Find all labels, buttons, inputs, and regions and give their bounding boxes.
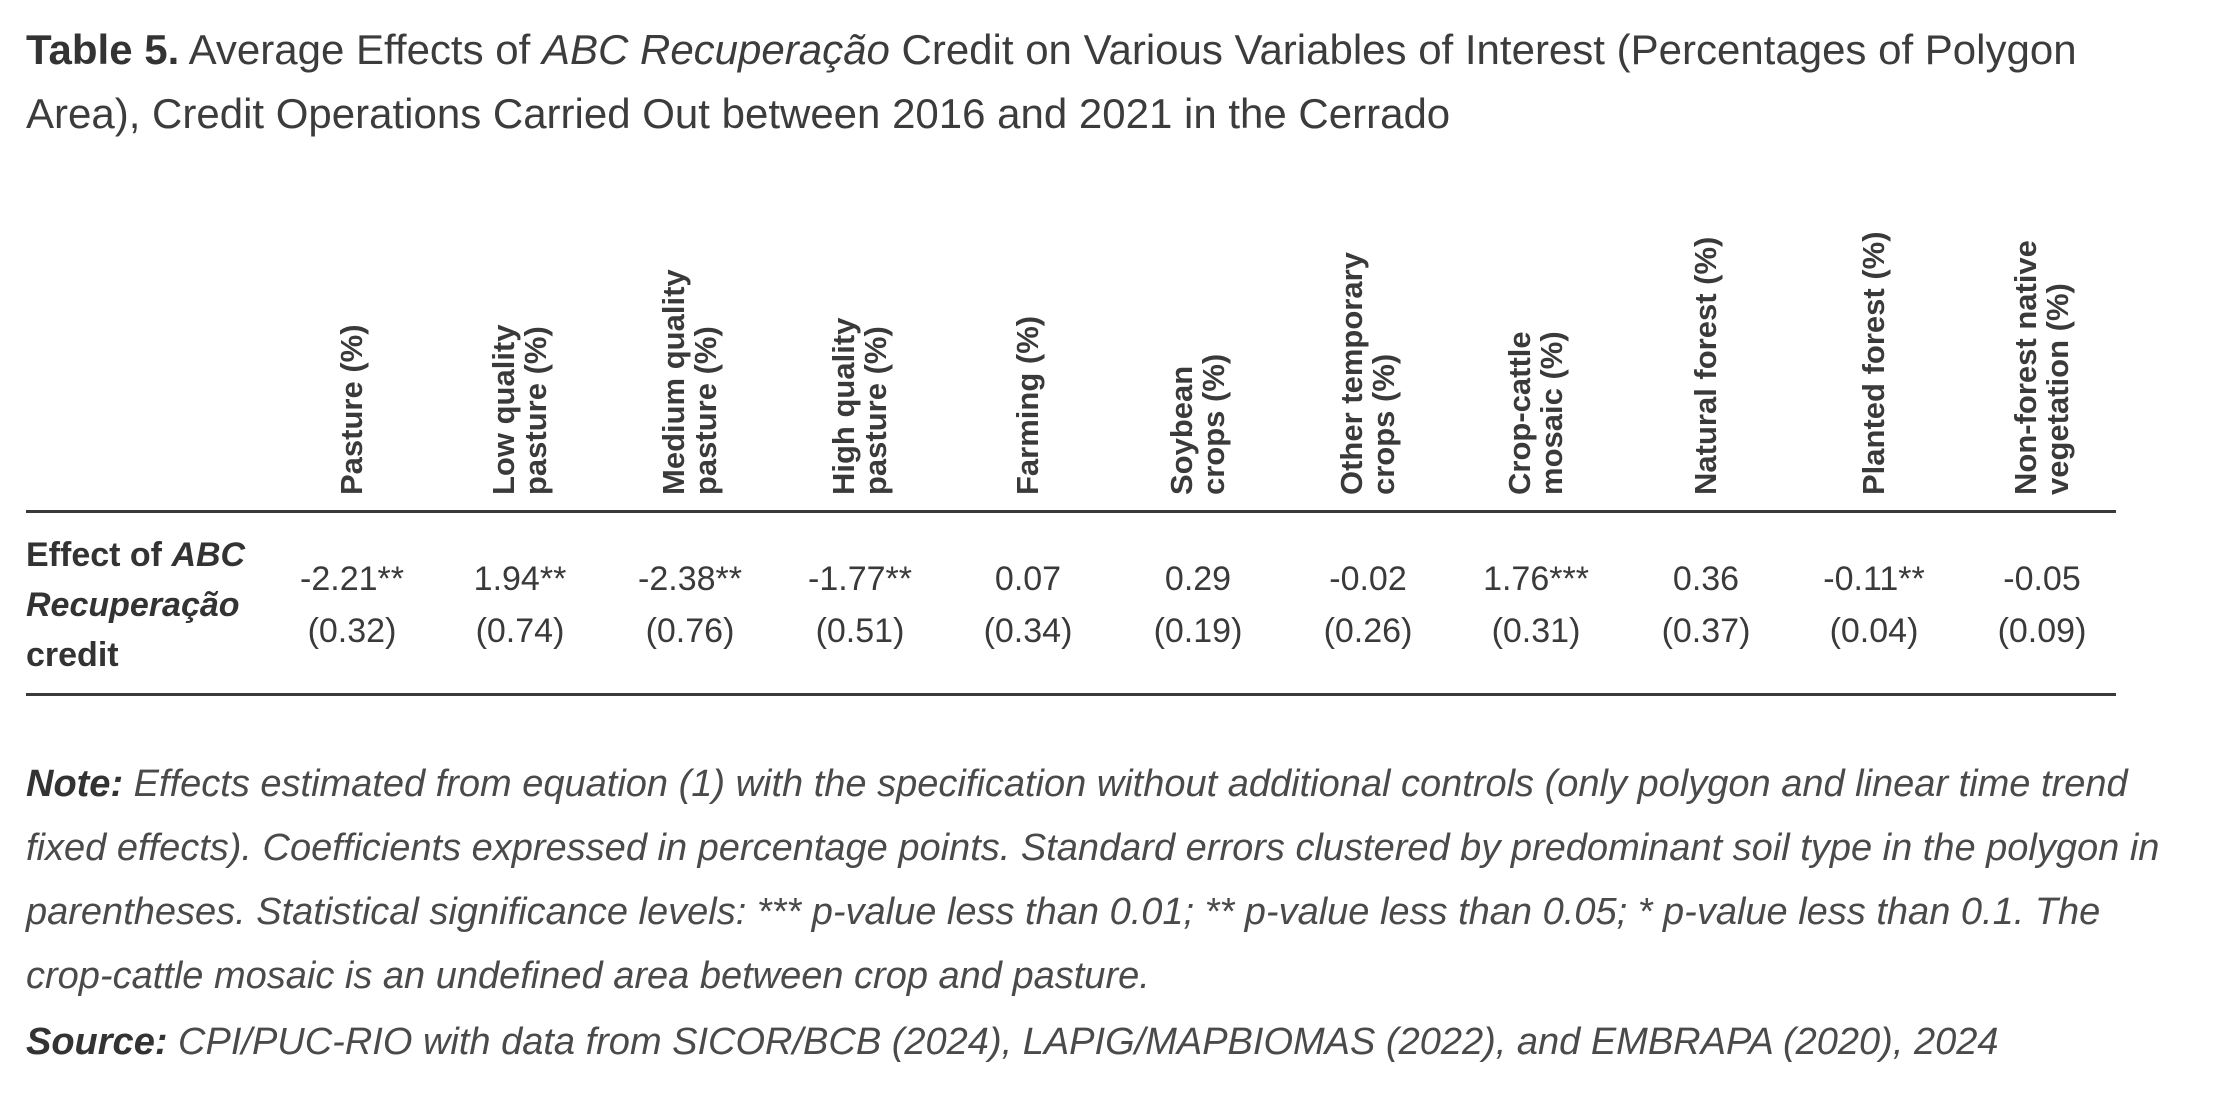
- column-header-line-1: Planted forest (%): [1856, 231, 1891, 495]
- source-text: CPI/PUC-RIO with data from SICOR/BCB (20…: [167, 1021, 1999, 1063]
- column-header-line-1: Soybean: [1164, 365, 1199, 495]
- standard-error-value: (0.74): [475, 612, 565, 650]
- table-cell: -0.05 (0.09): [1962, 553, 2122, 657]
- column-header-line-1: Farming (%): [1010, 315, 1045, 495]
- coefficient-value: 0.36: [1672, 560, 1740, 598]
- column-header-line-2: mosaic (%): [1534, 331, 1569, 495]
- caption-text-1: Average Effects of: [179, 26, 542, 73]
- coefficient-value: -0.11**: [1823, 560, 1925, 598]
- note-label: Note:: [26, 763, 124, 805]
- coefficient-value: 1.76***: [1483, 560, 1589, 598]
- column-header-label: Pasture (%): [334, 324, 369, 495]
- table-cell: 0.29 (0.19): [1118, 553, 1278, 657]
- column-header-line-2: crops (%): [1366, 353, 1401, 495]
- coefficient-value: -2.38**: [638, 560, 742, 598]
- column-header-line-1: Other temporary: [1334, 252, 1369, 495]
- row-label-text-1: Effect of: [26, 536, 172, 574]
- standard-error-value: (0.19): [1153, 612, 1243, 650]
- column-header-label: High quality pasture (%): [826, 317, 893, 495]
- column-header-line-1: Crop-cattle: [1502, 331, 1537, 495]
- table-cell: -0.02 (0.26): [1288, 553, 1448, 657]
- column-header-label: Farming (%): [1010, 315, 1045, 495]
- standard-error-value: (0.51): [815, 612, 905, 650]
- column-header-line-2: pasture (%): [858, 326, 893, 495]
- standard-error-value: (0.09): [1997, 612, 2087, 650]
- column-header-label: Other temporary crops (%): [1334, 252, 1401, 495]
- coefficient-value: -2.21**: [300, 560, 404, 598]
- table-cell: -2.38** (0.76): [610, 553, 770, 657]
- table-cell: 0.07 (0.34): [948, 553, 1108, 657]
- column-header-label: Medium quality pasture (%): [656, 269, 723, 495]
- column-header-label: Non-forest native vegetation (%): [2008, 240, 2075, 495]
- column-header: Natural forest (%): [1656, 205, 1756, 495]
- column-header-label: Crop-cattle mosaic (%): [1502, 331, 1569, 495]
- column-header: Farming (%): [978, 205, 1078, 495]
- column-header: Low quality pasture (%): [470, 205, 570, 496]
- standard-error-value: (0.26): [1323, 612, 1413, 650]
- table-cell: -1.77** (0.51): [780, 553, 940, 657]
- table-cell: -2.21** (0.32): [272, 553, 432, 657]
- column-header-label: Low quality pasture (%): [486, 324, 553, 496]
- table-cell: 0.36 (0.37): [1626, 553, 1786, 657]
- column-header: Non-forest native vegetation (%): [1992, 205, 2092, 495]
- coefficient-value: 1.94**: [473, 560, 567, 598]
- source-label: Source:: [26, 1021, 168, 1063]
- column-header-line-1: Medium quality: [656, 269, 691, 495]
- table-bottom-rule: [26, 693, 2116, 696]
- column-header-line-2: pasture (%): [688, 326, 723, 495]
- coefficient-value: -0.02: [1329, 560, 1407, 598]
- row-label-program-name: ABC Recuperação: [26, 536, 246, 624]
- table-cell: -0.11** (0.04): [1794, 553, 1954, 657]
- coefficient-value: -0.05: [2003, 560, 2081, 598]
- standard-error-value: (0.04): [1829, 612, 1919, 650]
- row-label-text-2: credit: [26, 636, 119, 674]
- column-header: Soybean crops (%): [1148, 205, 1248, 495]
- column-header-label: Soybean crops (%): [1164, 353, 1231, 495]
- coefficient-value: -1.77**: [808, 560, 912, 598]
- column-header-line-1: Natural forest (%): [1688, 236, 1723, 495]
- caption-text-2: Credit on Various Variables of Interest …: [26, 26, 2077, 137]
- standard-error-value: (0.31): [1491, 612, 1581, 650]
- note-text: Effects estimated from equation (1) with…: [26, 763, 2160, 997]
- table-top-rule: [26, 510, 2116, 513]
- column-header-line-1: Low quality: [486, 324, 521, 496]
- column-header: Pasture (%): [302, 205, 402, 495]
- table-cell: 1.76*** (0.31): [1456, 553, 1616, 657]
- coefficient-value: 0.29: [1164, 560, 1232, 598]
- standard-error-value: (0.37): [1661, 612, 1751, 650]
- column-header: High quality pasture (%): [810, 205, 910, 495]
- column-header-line-1: Non-forest native: [2008, 240, 2043, 495]
- column-header-label: Natural forest (%): [1688, 236, 1723, 495]
- column-header-line-2: crops (%): [1196, 353, 1231, 495]
- table-note: Note: Effects estimated from equation (1…: [26, 752, 2166, 1008]
- column-header-line-2: pasture (%): [518, 326, 553, 495]
- column-header-label: Planted forest (%): [1856, 231, 1891, 495]
- caption-program-name: ABC Recuperação: [541, 26, 890, 73]
- column-header: Other temporary crops (%): [1318, 205, 1418, 495]
- column-header: Medium quality pasture (%): [640, 205, 740, 495]
- table-caption: Table 5. Average Effects of ABC Recupera…: [26, 18, 2166, 146]
- column-header-line-1: Pasture (%): [334, 324, 369, 495]
- standard-error-value: (0.32): [307, 612, 397, 650]
- row-label: Effect of ABC Recuperação credit: [26, 530, 266, 680]
- table-source: Source: CPI/PUC-RIO with data from SICOR…: [26, 1010, 2186, 1074]
- standard-error-value: (0.76): [645, 612, 735, 650]
- coefficient-value: 0.07: [994, 560, 1062, 598]
- column-header: Crop-cattle mosaic (%): [1486, 205, 1586, 495]
- column-header: Planted forest (%): [1824, 205, 1924, 495]
- standard-error-value: (0.34): [983, 612, 1073, 650]
- table-number: Table 5.: [26, 26, 180, 73]
- column-header-line-2: vegetation (%): [2040, 283, 2075, 495]
- column-header-line-1: High quality: [826, 317, 861, 495]
- table-cell: 1.94** (0.74): [440, 553, 600, 657]
